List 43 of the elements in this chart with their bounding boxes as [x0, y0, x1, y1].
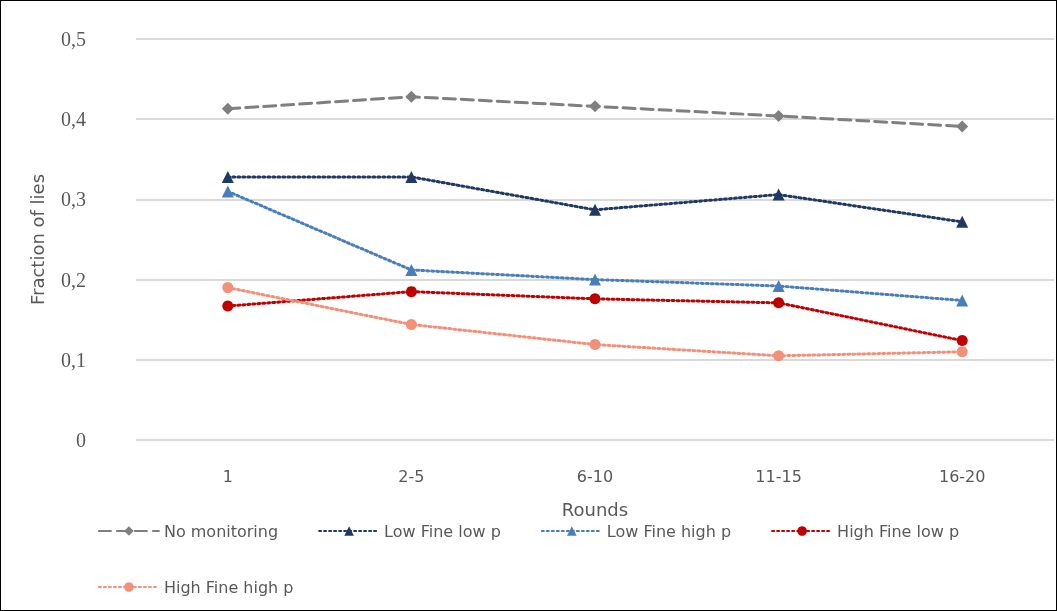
legend-label: High Fine low p	[837, 521, 960, 541]
legend-label: No monitoring	[163, 521, 279, 541]
y-tick-label: 0,5	[61, 28, 86, 50]
y-tick-label: 0,1	[61, 348, 86, 371]
x-tick-label: 11-15	[755, 466, 802, 486]
point	[773, 350, 785, 362]
point	[772, 109, 785, 122]
point	[405, 319, 417, 331]
y-tick-label: 0,3	[61, 188, 86, 211]
x-tick-label: 16-20	[938, 466, 986, 486]
point	[222, 282, 234, 294]
point	[773, 297, 785, 309]
y-tick-label: 0,4	[61, 108, 86, 131]
legend-label: High Fine high p	[163, 577, 294, 597]
point	[405, 263, 418, 276]
legend-label: Low Fine high p	[606, 521, 732, 541]
point	[589, 339, 601, 351]
x-axis-title: Rounds	[561, 498, 629, 520]
x-tick-label: 6-10	[576, 466, 614, 486]
point	[405, 90, 418, 103]
point	[405, 170, 418, 183]
point	[772, 188, 785, 201]
y-tick-label: 0	[76, 429, 86, 451]
point	[221, 185, 234, 198]
point	[222, 300, 234, 312]
point	[956, 346, 968, 358]
point	[956, 215, 969, 228]
point	[221, 170, 234, 183]
point	[956, 294, 969, 307]
x-tick-label: 2-5	[398, 466, 425, 486]
point	[589, 100, 601, 113]
legend-label: Low Fine low p	[384, 521, 501, 541]
y-axis-title: Fraction of lies	[26, 173, 48, 306]
point	[589, 203, 601, 216]
point	[589, 293, 601, 305]
point	[772, 280, 785, 293]
point	[405, 286, 417, 298]
point	[589, 273, 601, 286]
point	[956, 335, 968, 347]
y-tick-label: 0,2	[61, 268, 86, 291]
point	[956, 120, 969, 133]
point	[221, 102, 234, 115]
x-tick-label: 1	[222, 466, 233, 486]
